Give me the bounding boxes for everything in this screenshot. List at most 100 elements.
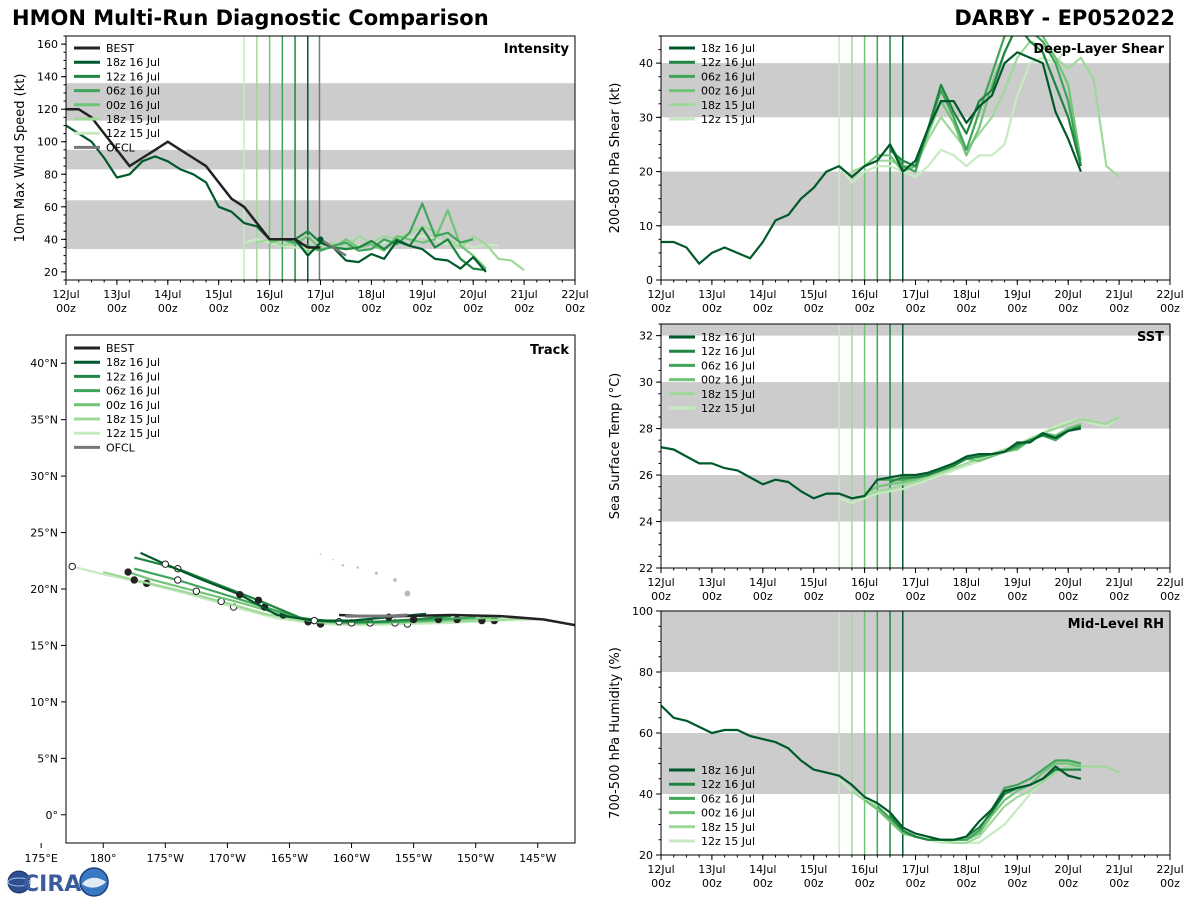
legend-label: 18z 15 Jul [701,388,755,401]
x-tick-label-hour: 00z [1007,877,1027,890]
legend-label: BEST [106,342,134,355]
x-tick-label: 20Jul [460,288,487,301]
legend-label: 12z 16 Jul [701,778,755,791]
x-tick-label-hour: 00z [56,302,76,315]
x-tick-label: 20Jul [1055,576,1082,589]
x-tick-label: 18Jul [358,288,385,301]
rh-panel: 2040608010012Jul00z13Jul00z14Jul00z15Jul… [608,605,1184,890]
cira-logo: CIRA [5,866,115,898]
y-axis-label: 200-850 hPa Shear (kt) [608,83,623,234]
y-tick-label: 10 [639,220,653,233]
track-panel: 0° 5°N 10°N 15°N 20°N 25°N 30°N 35°N 40°N 175°E 18… [24,334,576,865]
y-tick-label: 60 [639,727,653,740]
x-tick-label: 14Jul [749,576,776,589]
x-tick-label-hour: 00z [804,590,824,603]
y-tick-label: 60 [44,201,58,214]
panel-title: Deep-Layer Shear [1033,42,1164,57]
x-tick-label-hour: 00z [804,877,824,890]
x-tick-label: 16Jul [851,576,878,589]
shade-band [661,733,1170,794]
x-tick-label: 15Jul [800,288,827,301]
island-icon [393,578,397,582]
x-tick-label: 17Jul [902,576,929,589]
x-tick-label-hour: 00z [957,877,977,890]
series-line-run-1 [889,768,1081,841]
x-tick-label: 155°W [395,852,432,865]
y-tick-label: 20°N [30,583,58,596]
x-tick-label-hour: 00z [906,877,926,890]
x-tick-label-hour: 00z [957,302,977,315]
legend-label: 12z 15 Jul [106,127,160,140]
x-tick-label: 21Jul [1105,576,1132,589]
y-axis-label: 700-500 hPa Humidity (%) [608,647,623,819]
x-tick-label-hour: 00z [565,302,585,315]
x-tick-label-hour: 00z [260,302,280,315]
x-tick-label: 175°E [24,852,57,865]
track-position-marker [236,590,244,599]
y-tick-label: 20 [639,849,653,862]
x-tick-label: 15Jul [205,288,232,301]
y-tick-label: 40 [639,57,653,70]
panel-title: Track [530,343,569,358]
x-tick-label-hour: 00z [702,302,722,315]
y-tick-label: 0 [646,274,653,287]
legend-label: 18z 16 Jul [701,331,755,344]
legend-label: 06z 16 Jul [106,385,160,398]
x-tick-label: 13Jul [103,288,130,301]
plot-area [661,611,1170,855]
x-tick-label: 15Jul [800,863,827,876]
x-tick-label: 16Jul [851,863,878,876]
track-position-marker [161,560,170,568]
legend-label: 12z 15 Jul [701,113,755,126]
shade-band [66,83,575,121]
legend-label: 18z 15 Jul [701,99,755,112]
y-tick-label: 40°N [30,357,58,370]
x-tick-label-hour: 00z [855,302,875,315]
series-line-run-3 [269,209,487,270]
x-tick-label-hour: 00z [1109,590,1129,603]
y-tick-label: 80 [639,666,653,679]
y-tick-label: 100 [632,605,653,618]
x-tick-label-hour: 00z [1058,877,1078,890]
x-tick-label-hour: 00z [1109,302,1129,315]
series-line-run-0 [661,704,1082,841]
series-line-run-5 [838,46,1070,184]
x-tick-label: 145°W [519,852,556,865]
x-tick-label: 180° [90,852,117,865]
x-tick-label-hour: 00z [209,302,229,315]
x-tick-label: 18Jul [953,576,980,589]
shade-band [66,149,575,170]
x-tick-label-hour: 00z [855,877,875,890]
x-tick-label-hour: 00z [107,302,127,315]
x-tick-label: 14Jul [749,288,776,301]
series-line-ofcl [319,238,347,257]
legend-label: 00z 16 Jul [106,99,160,112]
track-position-marker [310,616,318,625]
y-tick-label: 26 [639,469,653,482]
legend-label: 18z 16 Jul [106,56,160,69]
shade-band [661,171,1170,226]
legend-label: 12z 16 Jul [106,70,160,83]
figure-title: HMON Multi-Run Diagnostic Comparison [12,6,489,30]
series-line-best [66,107,321,249]
x-tick-label-hour: 00z [753,877,773,890]
x-tick-label: 22Jul [1156,863,1183,876]
series-line-run-4 [851,416,1120,500]
x-tick-label: 12Jul [647,576,674,589]
x-tick-label: 165°W [271,852,308,865]
x-tick-label-hour: 00z [804,302,824,315]
y-tick-label: 40 [44,233,58,246]
panel-title: SST [1137,330,1164,345]
x-tick-label: 19Jul [1004,863,1031,876]
legend-label: 18z 15 Jul [106,413,160,426]
y-tick-label: 30 [639,376,653,389]
y-tick-label: 80 [44,168,58,181]
x-tick-label: 20Jul [1055,863,1082,876]
x-tick-label-hour: 00z [412,302,432,315]
y-tick-label: 20 [44,266,58,279]
y-axis-label: Sea Surface Temp (°C) [608,373,623,520]
series-line-run-0 [661,427,1082,500]
x-tick-label: 20Jul [1055,288,1082,301]
x-tick-label-hour: 00z [158,302,178,315]
